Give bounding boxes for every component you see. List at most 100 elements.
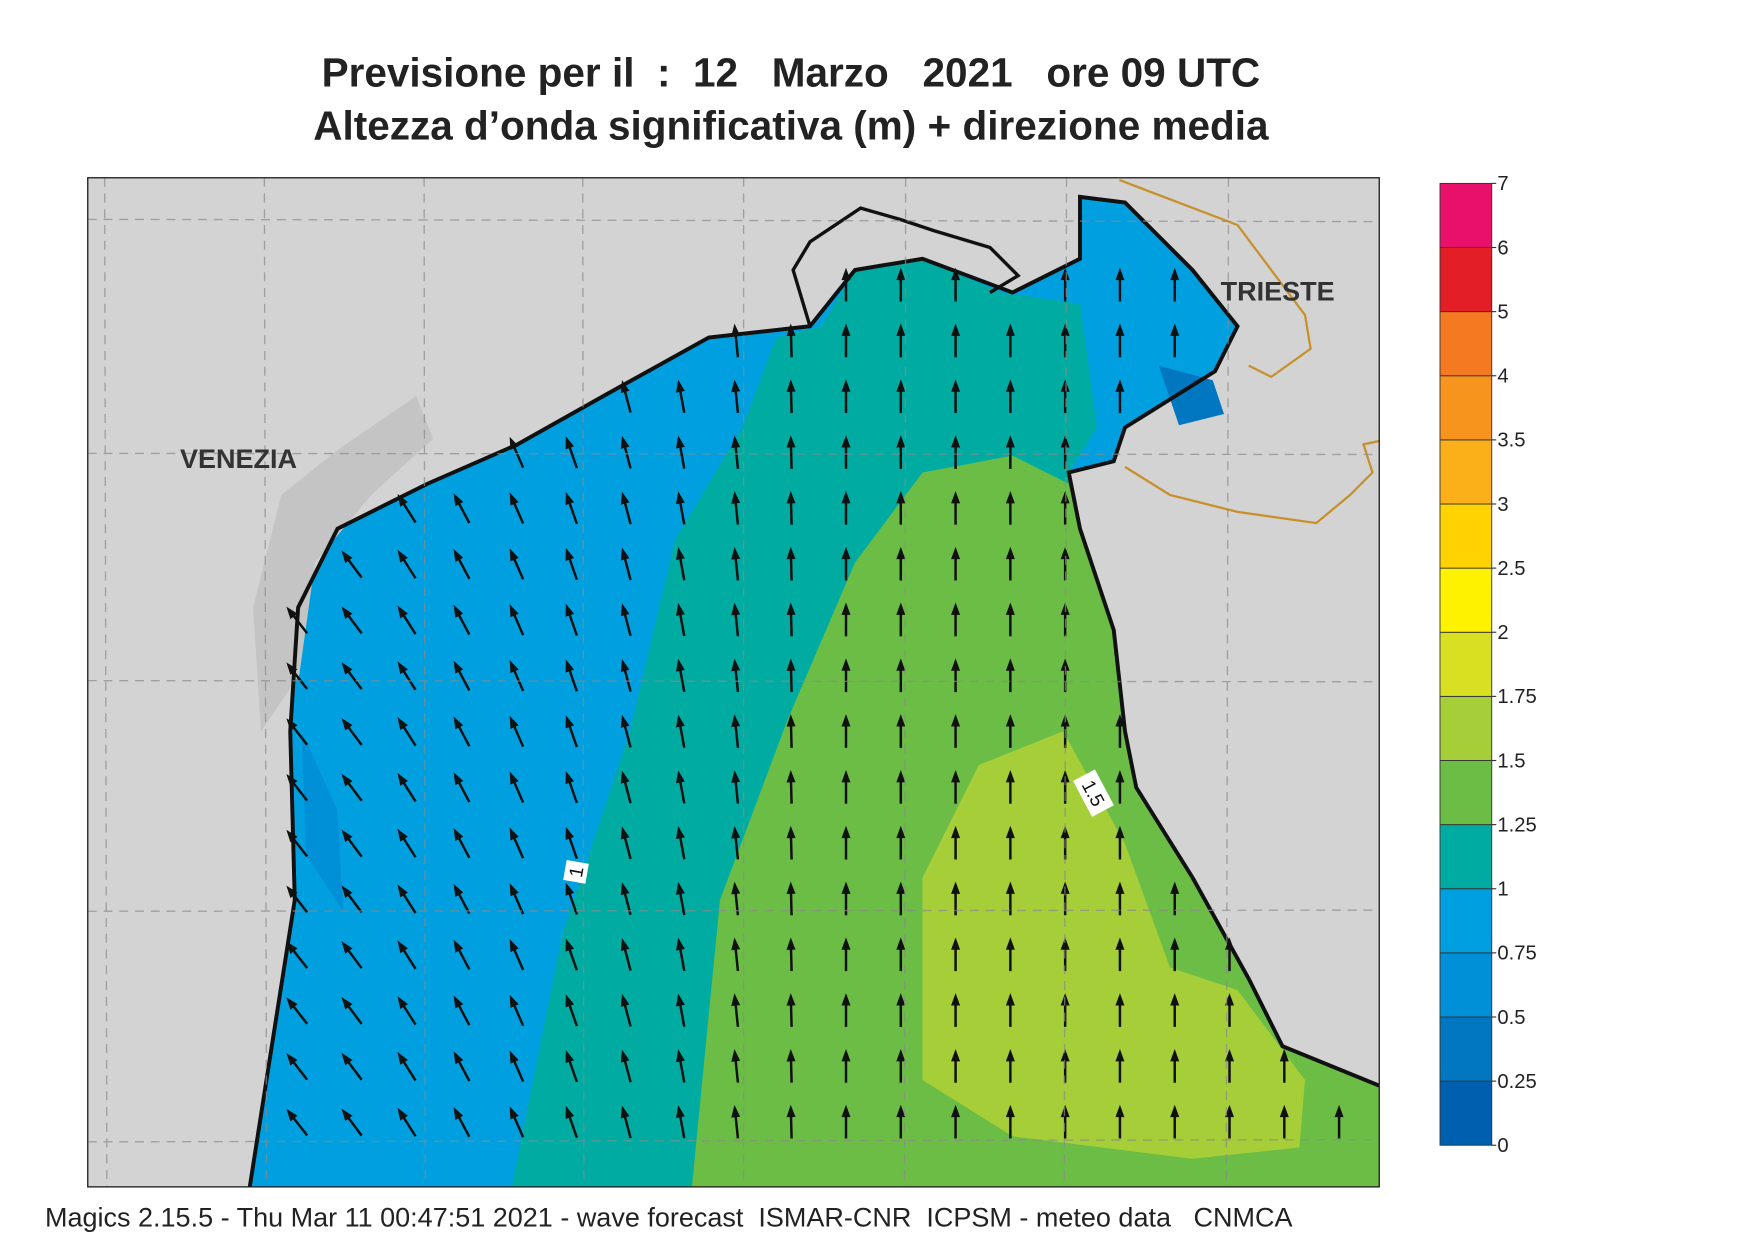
arrow-head (676, 881, 685, 895)
arrow-head (896, 546, 906, 560)
arrow-head (397, 996, 408, 1009)
arrow-head (509, 492, 519, 506)
arrow-head (731, 491, 741, 504)
wave-direction-arrows (286, 267, 1344, 1139)
arrow-head (509, 1106, 519, 1120)
arrow-head (951, 658, 961, 671)
arrow-head (286, 885, 298, 899)
arrow-head (676, 491, 685, 505)
sea-zone (922, 731, 1305, 1159)
arrow-head (841, 825, 851, 839)
arrow-head (565, 882, 575, 896)
arrow-head (341, 885, 353, 898)
arrow-head (896, 435, 906, 448)
arrow-head (620, 1049, 630, 1063)
arrow-head (786, 1048, 796, 1062)
arrow-head (565, 826, 575, 840)
colorbar-label: 0.25 (1497, 1071, 1536, 1093)
arrow-head (453, 1051, 464, 1065)
arrow-head (565, 492, 575, 506)
arrow-head (620, 603, 630, 617)
arrow-head (286, 662, 298, 675)
arrow-head (786, 881, 796, 895)
colorbar-label: 2.5 (1497, 558, 1525, 580)
arrow-head (341, 606, 353, 619)
arrow-head (1279, 1104, 1289, 1118)
arrow-head (676, 993, 685, 1007)
coastline (247, 194, 1380, 1187)
arrow-head (1170, 267, 1180, 281)
arrow-head (509, 827, 519, 841)
arrow-head (896, 769, 906, 783)
arrow-head (951, 825, 961, 839)
arrow-head (1005, 714, 1015, 727)
arrow-head (731, 1104, 741, 1118)
colorbar-segment (1439, 888, 1493, 954)
arrow-head (453, 995, 464, 1009)
colorbar-label: 2 (1497, 622, 1508, 644)
arrow-head (1170, 323, 1180, 336)
arrow-head (1170, 1048, 1180, 1062)
arrow-head (453, 493, 464, 507)
arrow-head (676, 547, 685, 561)
arrow-head (341, 829, 353, 843)
colorbar-segment (1439, 824, 1493, 890)
arrow-head (676, 714, 685, 728)
arrow-head (1334, 1104, 1344, 1118)
arrow-head (896, 881, 906, 894)
arrow-head (1005, 937, 1015, 950)
arrow-head (1060, 323, 1070, 336)
arrow-head (620, 547, 630, 561)
arrow-head (841, 937, 851, 950)
arrow-head (341, 773, 353, 787)
arrow-head (841, 1048, 851, 1062)
arrow-head (731, 379, 741, 393)
arrow-head (1115, 1048, 1125, 1062)
arrow-head (841, 602, 851, 615)
arrow-head (786, 602, 796, 616)
arrow-head (286, 829, 298, 843)
arrow-head (565, 771, 575, 785)
arrow-head (841, 379, 851, 392)
arrow-head (896, 379, 906, 392)
arrow-head (676, 602, 685, 616)
arrow-head (286, 1053, 298, 1066)
contour-label-bg (563, 859, 589, 884)
arrow-head (1005, 1048, 1015, 1062)
arrow-head (453, 772, 464, 786)
arrow-head (565, 715, 575, 729)
arrow-head (676, 435, 685, 449)
arrow-head (1115, 379, 1125, 392)
arrow-head (509, 548, 519, 562)
colorbar-segment (1439, 567, 1493, 633)
arrow-head (565, 994, 575, 1008)
arrow-head (786, 937, 796, 950)
arrow-head (731, 770, 741, 783)
arrow-head (620, 826, 630, 840)
arrow-head (1115, 881, 1125, 894)
arrow-head (1005, 435, 1015, 448)
arrow-head (341, 717, 353, 731)
arrow-head (620, 937, 630, 952)
arrow-head (1005, 825, 1015, 839)
arrow-head (286, 606, 298, 620)
arrow-head (1170, 993, 1180, 1006)
arrow-head (676, 658, 685, 672)
arrow-head (731, 714, 741, 728)
arrow-head (1060, 1104, 1070, 1118)
arrow-head (1005, 1104, 1015, 1118)
arrow-head (841, 769, 851, 783)
arrow-head (786, 379, 796, 392)
colorbar-segment (1439, 1080, 1493, 1146)
coastline (791, 206, 1021, 327)
arrow-head (786, 714, 796, 727)
arrow-head (1060, 546, 1070, 560)
arrow-head (453, 883, 464, 897)
arrow-head (676, 826, 685, 840)
arrow-head (951, 993, 961, 1006)
arrow-head (786, 323, 796, 337)
sea-zone (1158, 365, 1224, 426)
colorbar-label: 1 (1497, 879, 1508, 901)
arrow-head (951, 323, 961, 336)
